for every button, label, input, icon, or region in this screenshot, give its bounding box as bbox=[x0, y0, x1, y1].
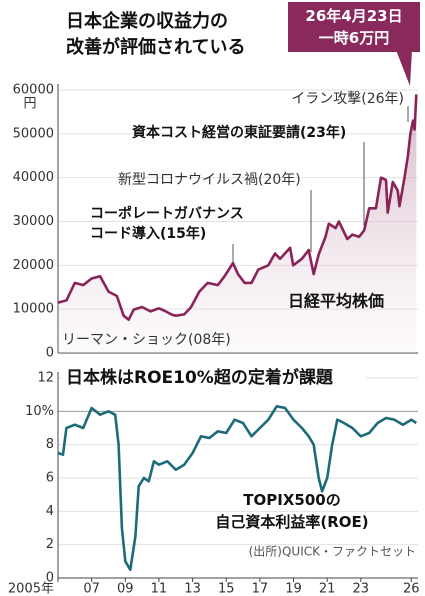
callout-box bbox=[288, 2, 420, 52]
callout-pointer bbox=[396, 50, 412, 86]
x-tick-label: 21 bbox=[319, 582, 336, 596]
title-bg bbox=[60, 4, 284, 64]
y-tick-label: 6 bbox=[46, 471, 54, 486]
annotation: コーポレートガバナンスコード導入(15年) bbox=[90, 205, 244, 242]
annotation: リーマン・ショック(08年) bbox=[62, 332, 231, 348]
y-tick-label: 30000 bbox=[13, 214, 54, 229]
line bbox=[57, 405, 418, 571]
callout: 26年4月23日一時6万円 bbox=[305, 7, 402, 47]
y-tick-label: 4 bbox=[46, 504, 54, 519]
area bbox=[58, 94, 417, 354]
y-tick-label: 0 bbox=[46, 571, 54, 586]
y-tick-label: 10% bbox=[25, 404, 54, 419]
y-axis-unit: 円 bbox=[23, 97, 36, 112]
x-tick-label: 19 bbox=[285, 582, 302, 596]
x-tick-label: 15 bbox=[218, 582, 235, 596]
series-label: 日経平均株価 bbox=[288, 292, 384, 311]
annotation: 新型コロナウイルス禍(20年) bbox=[118, 172, 301, 188]
x-tick-label: 09 bbox=[117, 582, 134, 596]
x-tick-label: 17 bbox=[252, 582, 269, 596]
y-tick-label: 12 bbox=[37, 371, 54, 386]
y-tick-label: 10000 bbox=[13, 302, 54, 317]
x-tick-label: 07 bbox=[83, 582, 100, 596]
chart-title: 日本株はROE10%超の定着が課題 bbox=[66, 367, 334, 388]
x-tick-label: 2005年 bbox=[8, 582, 54, 596]
y-tick-label: 2 bbox=[46, 537, 54, 552]
x-tick-label: 13 bbox=[184, 582, 201, 596]
x-tick-label: 23 bbox=[353, 582, 370, 596]
line bbox=[57, 94, 418, 321]
chart-title: 日本企業の収益力の改善が評価されている bbox=[66, 10, 245, 58]
y-tick-label: 60000 bbox=[13, 83, 54, 98]
y-tick-label: 0 bbox=[46, 346, 54, 361]
x-tick-label: 11 bbox=[151, 582, 168, 596]
y-tick-label: 8 bbox=[46, 437, 54, 452]
y-tick-label: 50000 bbox=[13, 126, 54, 141]
title-bg bbox=[62, 366, 366, 390]
series-label: TOPIX500の自己資本利益率(ROE) bbox=[215, 491, 368, 531]
y-tick-label: 40000 bbox=[13, 170, 54, 185]
y-tick-label: 20000 bbox=[13, 258, 54, 273]
annotation: 資本コスト経営の東証要請(23年) bbox=[132, 124, 346, 141]
annotation: イラン攻撃(26年) bbox=[291, 91, 404, 107]
x-tick-label: 26 bbox=[403, 582, 420, 596]
source: (出所)QUICK・ファクトセット bbox=[249, 545, 416, 559]
